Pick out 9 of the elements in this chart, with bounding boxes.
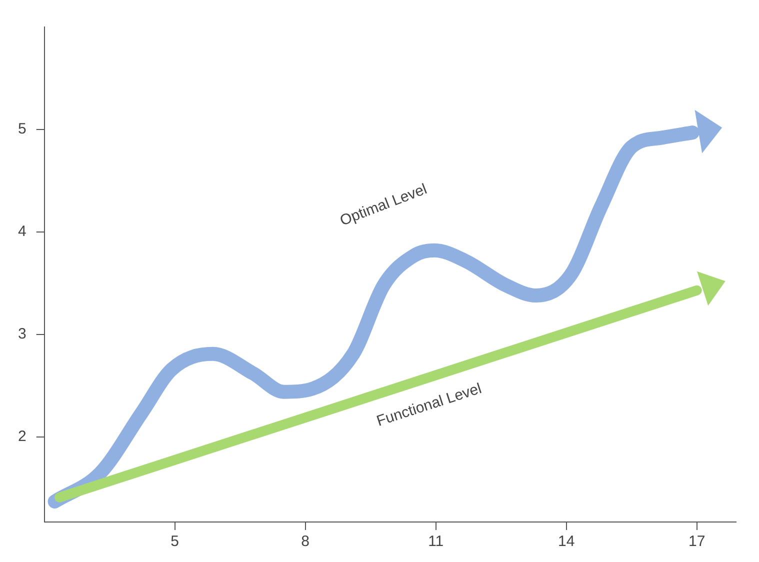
- x-tick-label: 5: [170, 533, 180, 550]
- x-tick-label: 11: [428, 533, 444, 550]
- x-tick-label: 14: [558, 533, 575, 550]
- x-tick-label: 17: [688, 533, 706, 550]
- y-tick-label: 2: [18, 428, 26, 446]
- x-tick-label: 8: [301, 533, 310, 550]
- y-tick-label: 4: [18, 223, 26, 240]
- y-tick-label: 5: [18, 120, 26, 138]
- y-tick-label: 3: [18, 326, 26, 343]
